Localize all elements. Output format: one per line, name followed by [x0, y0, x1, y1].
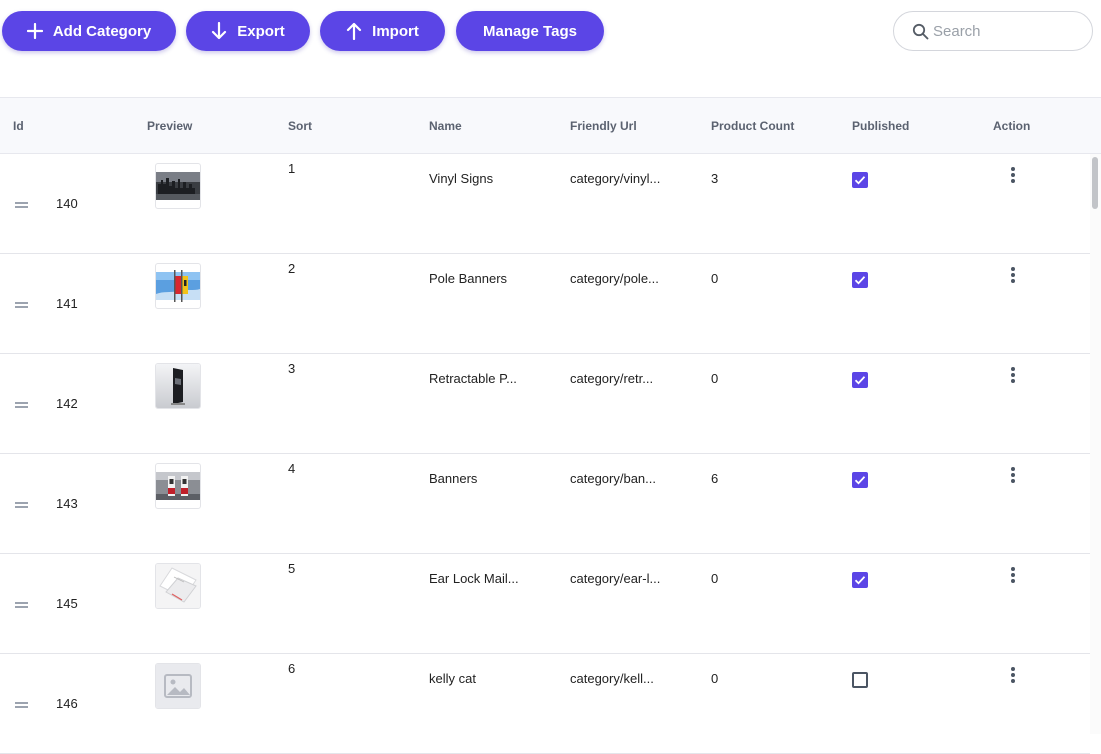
- cell-friendly-url: category/vinyl...: [570, 171, 661, 186]
- cell-id: 143: [56, 496, 78, 511]
- cell-name: Retractable P...: [429, 371, 517, 386]
- drag-handle-icon[interactable]: [15, 302, 28, 308]
- drag-handle-icon[interactable]: [15, 602, 28, 608]
- cell-friendly-url: category/ban...: [570, 471, 656, 486]
- cell-product-count: 3: [711, 171, 719, 186]
- cell-product-count: 0: [711, 571, 719, 586]
- cell-friendly-url: category/ear-l...: [570, 571, 661, 586]
- cell-name: Pole Banners: [429, 271, 508, 286]
- manage-tags-button[interactable]: Manage Tags: [456, 11, 604, 51]
- search-icon: [912, 22, 930, 40]
- import-label: Import: [372, 22, 419, 40]
- published-checkbox[interactable]: [852, 672, 868, 688]
- header-preview: Preview: [147, 119, 193, 133]
- import-button[interactable]: Import: [320, 11, 445, 51]
- arrow-down-icon: [212, 22, 227, 40]
- cell-product-count: 0: [711, 271, 719, 286]
- cell-id: 142: [56, 396, 78, 411]
- cell-id: 145: [56, 596, 78, 611]
- published-checkbox[interactable]: [852, 272, 868, 288]
- scrollbar-thumb[interactable]: [1092, 157, 1098, 209]
- published-checkbox[interactable]: [852, 472, 868, 488]
- add-category-label: Add Category: [52, 22, 152, 40]
- published-checkbox[interactable]: [852, 572, 868, 588]
- cell-name: kelly cat: [429, 671, 476, 686]
- scrollbar[interactable]: [1090, 154, 1101, 734]
- header-friendly-url[interactable]: Friendly Url: [570, 119, 637, 133]
- table-header: Id Preview Sort Name Friendly Url Produc…: [0, 97, 1101, 154]
- more-vert-icon[interactable]: [1005, 667, 1021, 685]
- cell-id: 141: [56, 296, 78, 311]
- cell-id: 140: [56, 196, 78, 211]
- cell-sort: 1: [288, 161, 296, 176]
- mailer-box-image: [155, 563, 201, 609]
- table-row: 140 1 Vinyl Signs category/vinyl... 3: [0, 154, 1090, 254]
- add-category-button[interactable]: Add Category: [2, 11, 176, 51]
- cell-id: 146: [56, 696, 78, 711]
- cell-name: Vinyl Signs: [429, 171, 494, 186]
- table-row: 143 4 Banners category/ban... 6: [0, 454, 1090, 554]
- pole-banner-image: [155, 263, 201, 309]
- retractable-banner-image: [155, 363, 201, 409]
- more-vert-icon[interactable]: [1005, 167, 1021, 185]
- cell-product-count: 0: [711, 671, 719, 686]
- toolbar: Add Category Export Import Manage Tags: [0, 0, 1101, 97]
- cell-name: Ear Lock Mail...: [429, 571, 519, 586]
- published-checkbox[interactable]: [852, 172, 868, 188]
- banners-image: [155, 463, 201, 509]
- cell-sort: 4: [288, 461, 296, 476]
- header-id[interactable]: Id: [13, 119, 24, 133]
- arrow-up-icon: [347, 22, 362, 40]
- cell-product-count: 0: [711, 371, 719, 386]
- drag-handle-icon[interactable]: [15, 702, 28, 708]
- cell-sort: 5: [288, 561, 296, 576]
- search-box: [893, 11, 1093, 51]
- cell-sort: 3: [288, 361, 296, 376]
- more-vert-icon[interactable]: [1005, 367, 1021, 385]
- table-row: 141 2 Pole Banners category/pole... 0: [0, 254, 1090, 354]
- category-table: Id Preview Sort Name Friendly Url Produc…: [0, 97, 1101, 754]
- export-button[interactable]: Export: [186, 11, 310, 51]
- cell-sort: 6: [288, 661, 296, 676]
- more-vert-icon[interactable]: [1005, 567, 1021, 585]
- drag-handle-icon[interactable]: [15, 202, 28, 208]
- cell-friendly-url: category/pole...: [570, 271, 659, 286]
- more-vert-icon[interactable]: [1005, 267, 1021, 285]
- cell-sort: 2: [288, 261, 296, 276]
- cell-friendly-url: category/retr...: [570, 371, 654, 386]
- placeholder-image-icon: [155, 663, 201, 709]
- header-action: Action: [993, 119, 1031, 133]
- manage-tags-label: Manage Tags: [483, 22, 577, 40]
- table-row: 145 5 Ear Lock Mail... category/ear-l...…: [0, 554, 1090, 654]
- header-product-count[interactable]: Product Count: [711, 119, 795, 133]
- header-name[interactable]: Name: [429, 119, 462, 133]
- search-input[interactable]: [931, 21, 1085, 41]
- drag-handle-icon[interactable]: [15, 502, 28, 508]
- more-vert-icon[interactable]: [1005, 467, 1021, 485]
- header-sort[interactable]: Sort: [288, 119, 312, 133]
- header-published[interactable]: Published: [852, 119, 910, 133]
- export-label: Export: [237, 22, 285, 40]
- table-row: 142 3 Retractable P... category/retr... …: [0, 354, 1090, 454]
- cell-product-count: 6: [711, 471, 719, 486]
- cell-name: Banners: [429, 471, 478, 486]
- cell-friendly-url: category/kell...: [570, 671, 654, 686]
- city-sign-image: [155, 163, 201, 209]
- published-checkbox[interactable]: [852, 372, 868, 388]
- plus-icon: [26, 23, 43, 39]
- drag-handle-icon[interactable]: [15, 402, 28, 408]
- table-row: 146 6 kelly cat category/kell... 0: [0, 654, 1090, 754]
